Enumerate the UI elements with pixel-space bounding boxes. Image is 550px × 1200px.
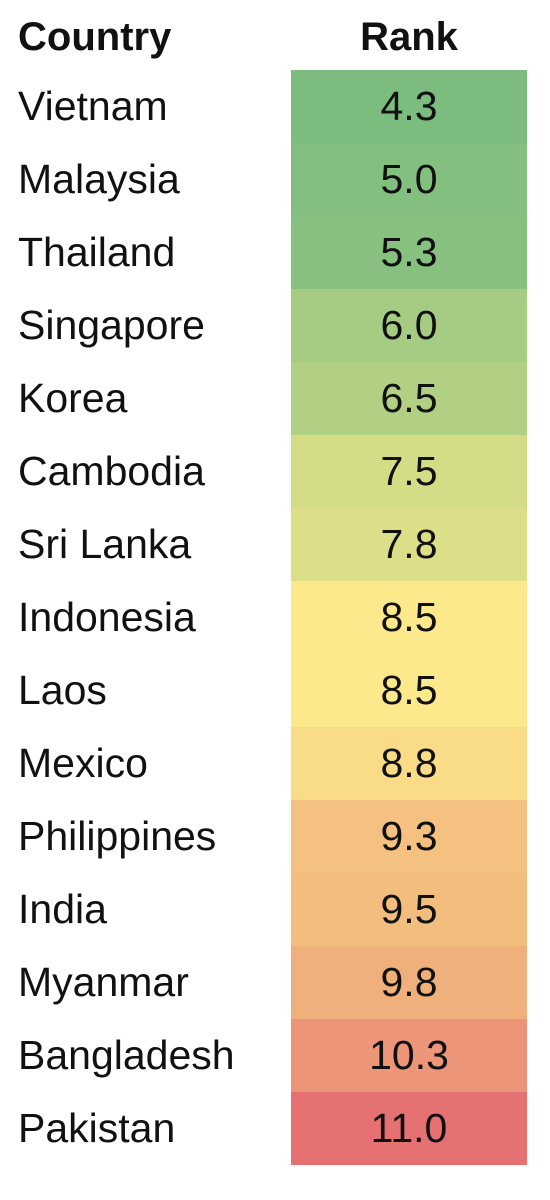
country-cell: Cambodia: [18, 448, 205, 494]
header-rank: Rank: [360, 15, 458, 59]
rank-cell: 9.8: [291, 946, 527, 1019]
country-cell: Sri Lanka: [18, 521, 192, 567]
country-cell: Indonesia: [18, 594, 196, 640]
rank-cell: 7.8: [291, 508, 527, 581]
country-cell: Bangladesh: [18, 1032, 235, 1078]
rank-cell: 9.5: [291, 873, 527, 946]
rank-cell: 5.0: [291, 143, 527, 216]
country-cell: Myanmar: [18, 959, 189, 1005]
rank-cell: 10.3: [291, 1019, 527, 1092]
country-cell: Thailand: [18, 229, 176, 275]
rank-cell: 6.5: [291, 362, 527, 435]
rank-cell: 6.0: [291, 289, 527, 362]
rank-cell: 11.0: [291, 1092, 527, 1165]
country-cell: Mexico: [18, 740, 148, 786]
rank-cell: 8.5: [291, 581, 527, 654]
country-cell: India: [18, 886, 107, 932]
country-cell: Singapore: [18, 302, 205, 348]
country-cell: Korea: [18, 375, 128, 421]
rank-cell: 8.5: [291, 654, 527, 727]
country-cell: Pakistan: [18, 1105, 176, 1151]
header-country: Country: [18, 15, 172, 59]
country-cell: Philippines: [18, 813, 217, 859]
rank-cell: 4.3: [291, 70, 527, 143]
rank-cell: 7.5: [291, 435, 527, 508]
rank-cell: 9.3: [291, 800, 527, 873]
country-cell: Vietnam: [18, 83, 168, 129]
rank-cell: 5.3: [291, 216, 527, 289]
country-cell: Laos: [18, 667, 107, 713]
rank-cell: 8.8: [291, 727, 527, 800]
country-cell: Malaysia: [18, 156, 180, 202]
